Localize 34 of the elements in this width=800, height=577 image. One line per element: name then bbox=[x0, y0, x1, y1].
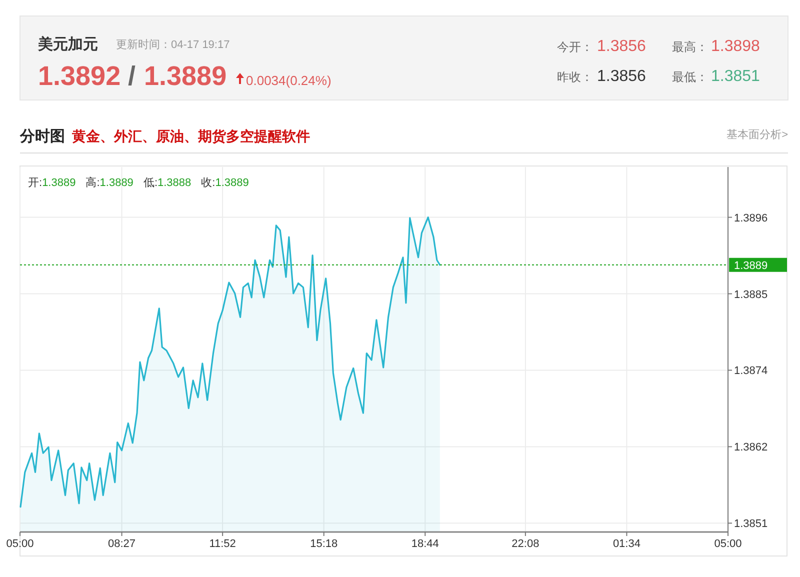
text: 1.3856 bbox=[597, 68, 646, 85]
annotation: 开:1.3889 bbox=[28, 177, 76, 189]
text: 更新时间：04-17 19:17 bbox=[116, 38, 230, 51]
text: 基本面分析> bbox=[726, 128, 788, 141]
y-tick-label: 1.3862 bbox=[734, 442, 768, 454]
y-tick-label: 1.3896 bbox=[734, 212, 768, 224]
text: 最低： bbox=[672, 70, 708, 84]
x-tick-label: 11:52 bbox=[209, 538, 236, 550]
x-tick-label: 01:34 bbox=[612, 538, 640, 550]
text: 1.3856 bbox=[597, 38, 646, 55]
x-tick-label: 05:00 bbox=[6, 538, 34, 550]
y-tick-label: 1.3874 bbox=[734, 365, 768, 378]
annotation: 低:1.3888 bbox=[143, 177, 192, 189]
x-tick-label: 05:00 bbox=[714, 538, 742, 550]
y-tick-label: 1.3851 bbox=[734, 518, 768, 530]
y-tick-label: 1.3885 bbox=[734, 288, 768, 301]
x-tick-label: 08:27 bbox=[108, 538, 136, 550]
text: 1.3889 bbox=[144, 61, 227, 91]
text: 昨收： bbox=[557, 70, 593, 84]
chart-subtitle: 黄金、外汇、原油、期货多空提醒软件 bbox=[71, 128, 310, 144]
annotation: 高:1.3889 bbox=[86, 176, 134, 189]
x-tick-label: 22:08 bbox=[512, 538, 540, 550]
x-tick-label: 18:44 bbox=[411, 538, 439, 550]
text: 最高： bbox=[672, 40, 708, 54]
ref-line-label: 1.3889 bbox=[734, 260, 768, 272]
text: 今开： bbox=[557, 40, 593, 54]
text: 0.0034(0.24%) bbox=[246, 73, 332, 88]
chart-title: 分时图 bbox=[19, 128, 65, 145]
text: 1.3892 bbox=[38, 61, 121, 91]
text: 美元加元 bbox=[37, 35, 98, 53]
text: 1.3898 bbox=[711, 38, 760, 55]
annotation: 收:1.3889 bbox=[201, 177, 249, 189]
text: / bbox=[128, 61, 136, 91]
x-tick-label: 15:18 bbox=[310, 538, 338, 550]
